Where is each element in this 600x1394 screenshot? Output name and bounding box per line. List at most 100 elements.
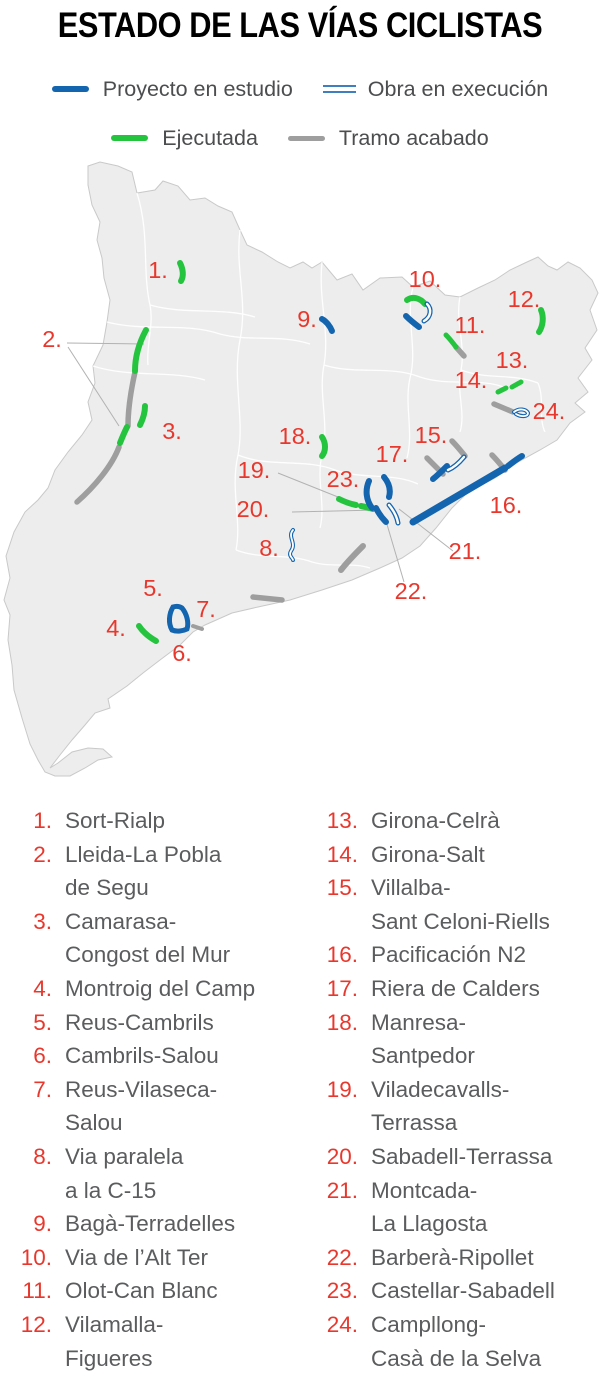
map-marker-7: 7. <box>196 596 216 622</box>
map-marker-10: 10. <box>409 266 442 292</box>
route-list-item: 14. Girona-Salt <box>314 838 600 872</box>
route-1-executed <box>177 260 186 284</box>
route-16-study-long <box>409 464 509 526</box>
route-name: Reus-Vilaseca- Salou <box>65 1076 218 1136</box>
map-marker-16: 16. <box>490 492 523 518</box>
routes-list-column-right: 13. Girona-Celrà 14. Girona-Salt 15. Villalba… <box>300 804 600 1375</box>
route-name: Castellar-Sabadell <box>371 1278 555 1304</box>
map-marker-4: 4. <box>106 615 126 641</box>
map-marker-5: 5. <box>143 575 163 601</box>
route-17-study-a <box>363 478 375 511</box>
legend-label-tramo: Tramo acabado <box>338 125 489 150</box>
legend-label-proyecto: Proyecto en estudio <box>102 76 293 101</box>
route-list-item: 1. Sort-Rialp <box>8 804 300 838</box>
map-marker-8: 8. <box>259 535 279 561</box>
route-name: Viladecavalls- Terrassa <box>371 1076 510 1136</box>
route-9-study <box>319 316 335 334</box>
legend: Proyecto en estudio Obra en execución Ej… <box>0 72 600 155</box>
map-outline <box>3 161 599 777</box>
map-marker-11: 11. <box>455 312 486 338</box>
route-name: Pacificación N2 <box>371 942 527 968</box>
route-number: 22. <box>326 1244 358 1270</box>
route-number: 14. <box>326 841 358 867</box>
routes-list: 1. Sort-Rialp 2. Lleida-La Pobla de Segu 3. Ca… <box>0 804 600 1375</box>
route-2-executed-upper <box>132 327 149 374</box>
route-number: 15. <box>326 875 358 901</box>
route-number: 11. <box>22 1278 52 1304</box>
route-7-study-loop <box>167 603 191 634</box>
route-list-item: 15. Villalba- Sant Celoni-Riells <box>314 871 600 938</box>
route-number: 16. <box>326 942 358 968</box>
route-name: Girona-Salt <box>371 841 485 867</box>
route-name: Lleida-La Pobla de Segu <box>65 841 222 901</box>
leader-21 <box>398 508 454 552</box>
route-number: 10. <box>20 1244 52 1270</box>
map-marker-1: 1. <box>148 257 168 283</box>
route-list-item: 13. Girona-Celrà <box>314 804 600 838</box>
route-number: 21. <box>326 1177 358 1203</box>
route-15-study <box>430 463 450 482</box>
route-list-item: 9. Bagà-Terradelles <box>8 1207 300 1241</box>
route-3-executed <box>137 403 148 428</box>
route-2-executed-lower <box>117 424 130 446</box>
map-marker-3: 3. <box>162 418 182 444</box>
route-14-executed <box>495 385 509 395</box>
route-2-finished-upper <box>125 369 138 429</box>
route-17-study-b <box>381 474 393 500</box>
route-list-item: 16. Pacificación N2 <box>314 938 600 972</box>
route-name: Montroig del Camp <box>65 975 256 1001</box>
route-list-item: 3. Camarasa- Congost del Mur <box>8 905 300 972</box>
page-title: ESTADO DE LAS VÍAS CICLISTAS <box>57 6 543 45</box>
route-11-executed <box>443 332 459 350</box>
route-list-item: 18. Manresa- Santpedor <box>314 1006 600 1073</box>
route-list-item: 23. Castellar-Sabadell <box>314 1274 600 1308</box>
route-name: Via paralela a la C-15 <box>65 1143 184 1203</box>
leader-2a <box>66 342 145 345</box>
route-2-finished-lower <box>74 444 122 505</box>
leader-22 <box>385 520 405 583</box>
route-10-executed <box>404 294 428 307</box>
route-list-item: 2. Lleida-La Pobla de Segu <box>8 838 300 905</box>
route-list-item: 22. Barberà-Ripollet <box>314 1241 600 1275</box>
route-number: 13. <box>326 808 358 833</box>
route-number: 12. <box>20 1311 52 1337</box>
map-marker-13: 13. <box>496 347 529 373</box>
routes-list-column-left: 1. Sort-Rialp 2. Lleida-La Pobla de Segu 3. Ca… <box>0 804 300 1375</box>
route-23-executed-a <box>336 496 359 508</box>
legend-swatch-ejecutada-line <box>111 135 149 141</box>
legend-swatch-obra-line <box>322 85 356 93</box>
leader-19 <box>277 472 344 500</box>
route-name: Barberà-Ripollet <box>371 1244 534 1270</box>
route-number: 18. <box>326 1009 358 1035</box>
route-name: Via de l’Alt Ter <box>65 1244 208 1270</box>
route-name: Bagà-Terradelles <box>65 1211 236 1237</box>
route-number: 1. <box>33 808 52 833</box>
route-number: 5. <box>33 1009 52 1035</box>
route-list-item: 20. Sabadell-Terrassa <box>314 1140 600 1174</box>
leader-lines <box>66 342 454 583</box>
legend-swatch-proyecto-line <box>51 86 89 92</box>
route-list-item: 4. Montroig del Camp <box>8 972 300 1006</box>
route-7-finished <box>191 624 204 631</box>
route-list-item: 19. Viladecavalls- Terrassa <box>314 1073 600 1140</box>
map-marker-22: 22. <box>395 578 428 604</box>
route-number: 4. <box>33 975 52 1001</box>
legend-label-ejecutada: Ejecutada <box>162 125 258 150</box>
route-number: 17. <box>326 975 358 1001</box>
route-number: 3. <box>33 908 52 934</box>
route-18-executed <box>319 434 328 459</box>
route-list-item: 5. Reus-Cambrils <box>8 1006 300 1040</box>
route-number: 20. <box>326 1143 358 1169</box>
map-marker-2: 2. <box>42 326 62 352</box>
routes-works-core <box>289 302 529 561</box>
map-marker-19: 19. <box>238 457 271 483</box>
route-list-item: 11. Olot-Can Blanc <box>8 1274 300 1308</box>
leader-20 <box>291 509 379 513</box>
route-number: 24. <box>326 1311 358 1337</box>
route-list-item: 7. Reus-Vilaseca- Salou <box>8 1073 300 1140</box>
map-marker-9: 9. <box>297 306 317 332</box>
route-21-study <box>373 505 389 525</box>
legend-row-2: Ejecutada Tramo acabado <box>0 121 600 155</box>
route-13-executed <box>509 379 524 390</box>
route-name: Sabadell-Terrassa <box>371 1143 553 1169</box>
